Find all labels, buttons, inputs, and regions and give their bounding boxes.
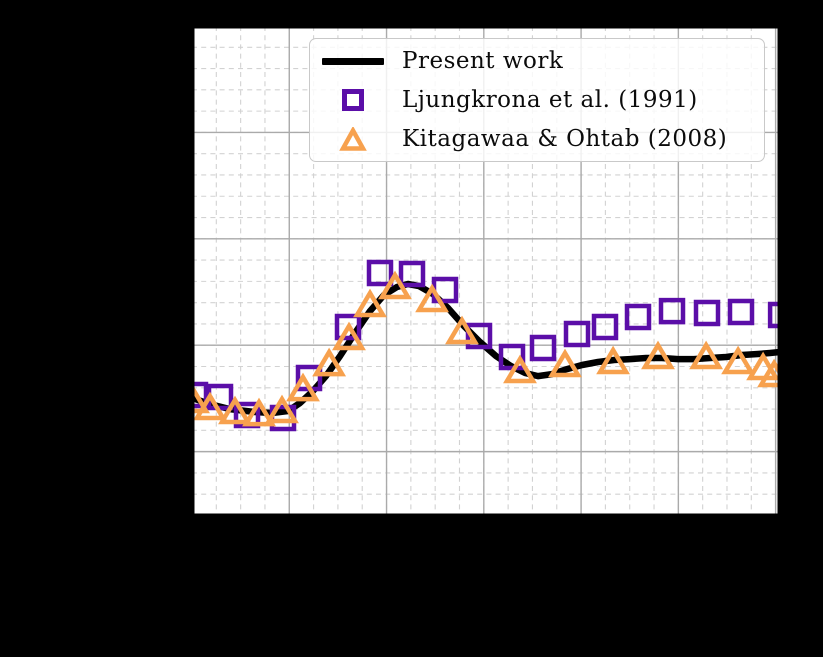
legend-handle <box>310 126 396 152</box>
marker-triangle <box>193 391 227 421</box>
marker-triangle <box>332 321 366 351</box>
marker-triangle <box>265 394 299 424</box>
triangle-marker-icon <box>339 126 367 151</box>
marker-square <box>498 343 526 371</box>
square-marker-icon <box>342 89 364 111</box>
marker-triangle <box>218 395 252 425</box>
marker-triangle <box>503 354 537 384</box>
legend-handle <box>310 57 396 65</box>
marker-square <box>767 301 780 329</box>
marker-square <box>624 303 652 331</box>
marker-square <box>693 299 721 327</box>
legend-item-present-work: Present work <box>310 42 764 81</box>
legend-item-kitagawa: Kitagawaa & Ohtab (2008) <box>310 120 764 159</box>
marker-triangle <box>353 288 387 318</box>
marker-square <box>398 260 426 288</box>
line-sample-icon <box>322 57 384 65</box>
marker-triangle <box>721 345 756 375</box>
marker-triangle <box>548 348 582 378</box>
marker-square <box>727 298 755 326</box>
legend-label: Ljungkrona et al. (1991) <box>402 87 698 113</box>
marker-square <box>334 313 362 341</box>
legend-item-ljungkrona: Ljungkrona et al. (1991) <box>310 81 764 120</box>
marker-square <box>192 381 209 409</box>
marker-triangle <box>242 397 276 427</box>
marker-triangle <box>286 372 320 402</box>
legend-label: Present work <box>402 48 564 74</box>
legend-label: Kitagawaa & Ohtab (2008) <box>402 126 728 152</box>
legend-handle <box>310 89 396 111</box>
marker-square <box>529 334 557 362</box>
marker-triangle <box>689 340 724 370</box>
marker-triangle <box>596 345 631 375</box>
marker-square <box>591 313 619 341</box>
marker-triangle <box>757 358 780 388</box>
plot-spines <box>192 26 780 516</box>
marker-square <box>366 259 394 287</box>
marker-triangle <box>378 270 412 300</box>
legend: Present work Ljungkrona et al. (1991) Ki… <box>309 38 765 162</box>
marker-triangle <box>312 347 347 377</box>
marker-square <box>465 322 493 350</box>
marker-square <box>658 297 686 325</box>
marker-triangle <box>641 340 675 370</box>
marker-triangle <box>415 283 450 313</box>
marker-square <box>563 320 591 348</box>
triangle-marker-path <box>339 126 367 151</box>
marker-triangle <box>445 315 479 345</box>
